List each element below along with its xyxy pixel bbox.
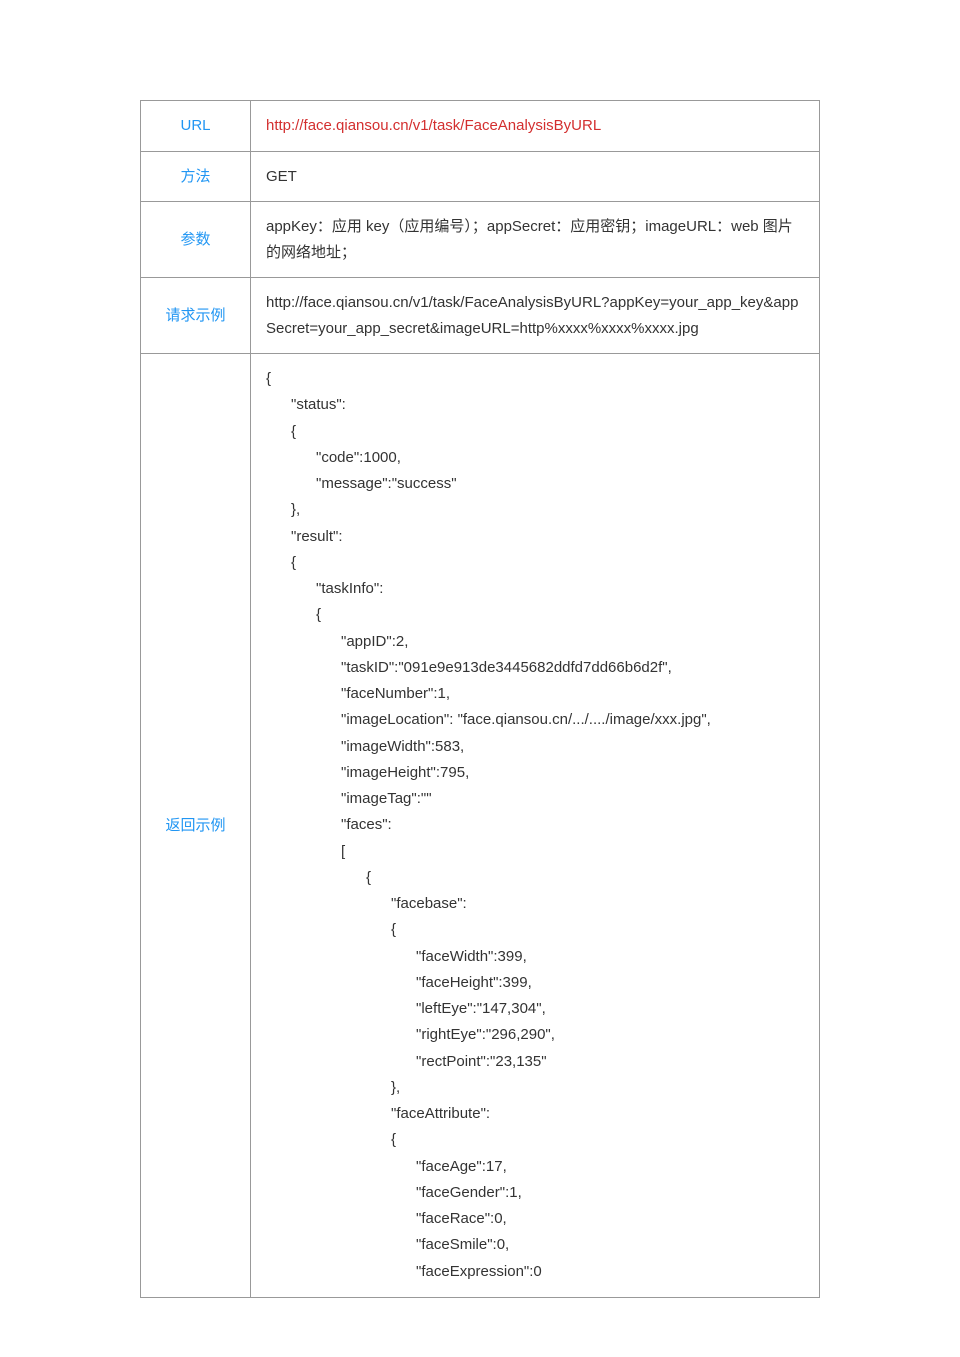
label-url: URL (141, 101, 251, 152)
table-row-response-example: 返回示例 { "status": { "code":1000, "message… (141, 354, 820, 1298)
label-request-example: 请求示例 (141, 278, 251, 354)
label-method: 方法 (141, 151, 251, 202)
table-row-params: 参数 appKey：应用 key（应用编号）；appSecret：应用密钥；im… (141, 202, 820, 278)
value-response-example: { "status": { "code":1000, "message":"su… (251, 354, 820, 1298)
url-text: http://face.qiansou.cn/v1/task/FaceAnaly… (266, 117, 601, 134)
table-row-request-example: 请求示例 http://face.qiansou.cn/v1/task/Face… (141, 278, 820, 354)
table-row-method: 方法 GET (141, 151, 820, 202)
value-method: GET (251, 151, 820, 202)
label-response-example: 返回示例 (141, 354, 251, 1298)
json-response-block: { "status": { "code":1000, "message":"su… (266, 366, 804, 1285)
value-params: appKey：应用 key（应用编号）；appSecret：应用密钥；image… (251, 202, 820, 278)
api-documentation-table: URL http://face.qiansou.cn/v1/task/FaceA… (140, 100, 820, 1298)
label-params: 参数 (141, 202, 251, 278)
table-body: URL http://face.qiansou.cn/v1/task/FaceA… (141, 101, 820, 1298)
value-request-example: http://face.qiansou.cn/v1/task/FaceAnaly… (251, 278, 820, 354)
table-row-url: URL http://face.qiansou.cn/v1/task/FaceA… (141, 101, 820, 152)
value-url: http://face.qiansou.cn/v1/task/FaceAnaly… (251, 101, 820, 152)
